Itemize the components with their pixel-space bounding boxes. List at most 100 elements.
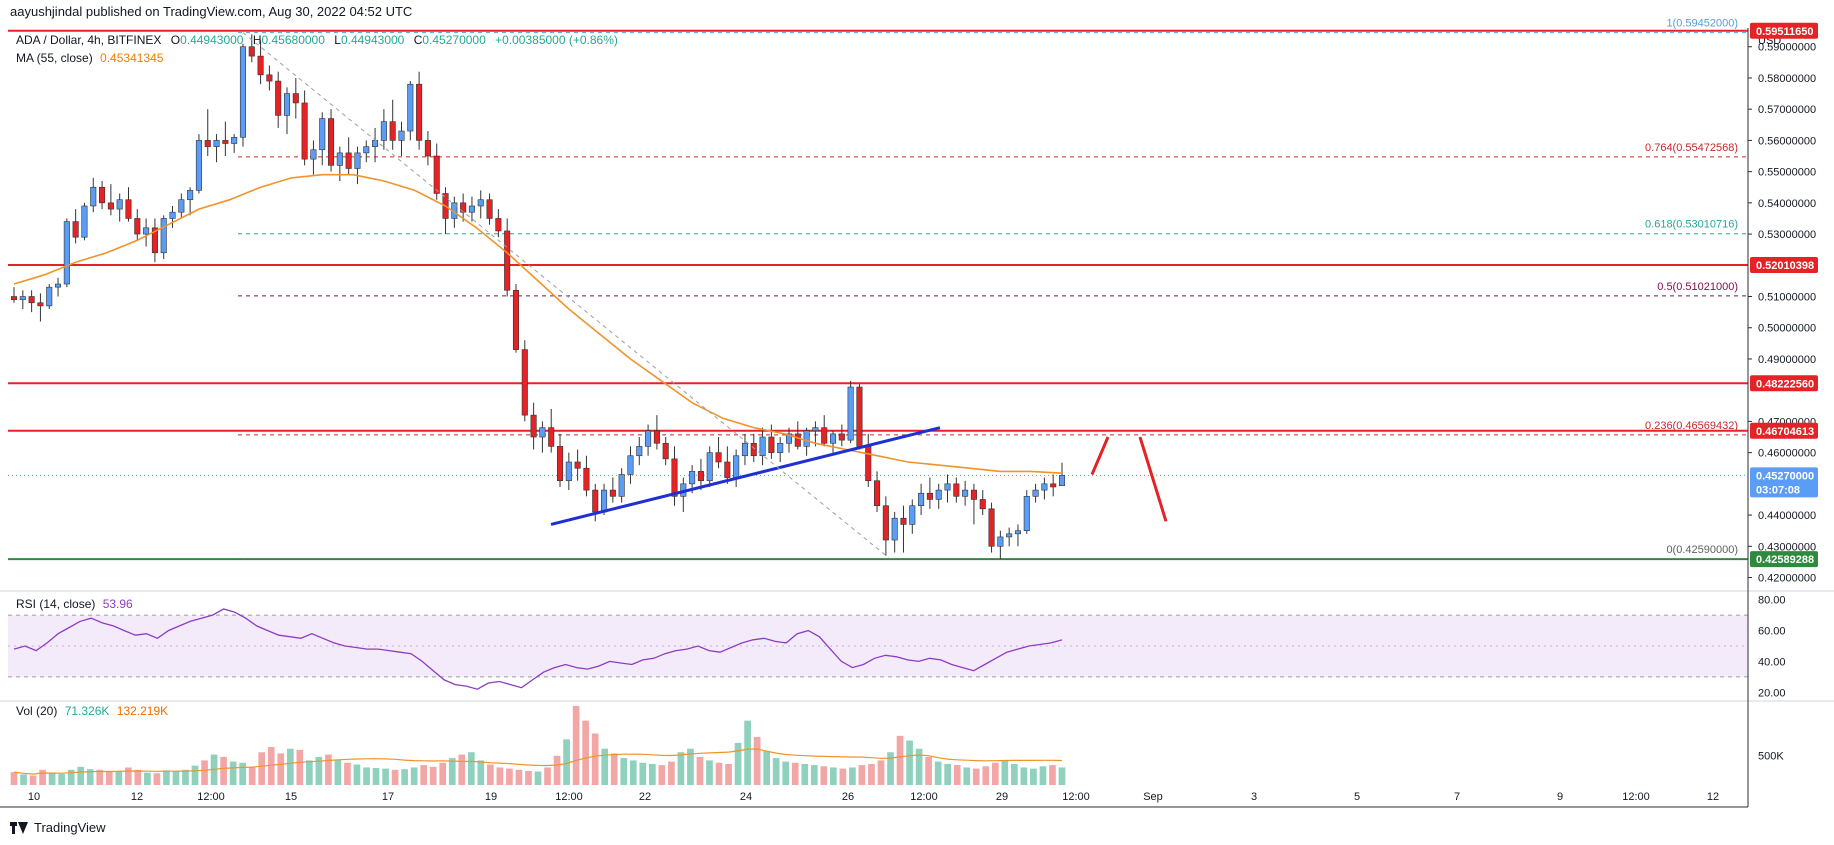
volume-bar (1011, 763, 1018, 785)
candle-body (521, 349, 528, 416)
descending-dashed-line (242, 32, 891, 560)
volume-bar (10, 772, 18, 785)
candle-body (926, 492, 933, 500)
candle-body (19, 296, 26, 300)
rsi-tick-label: 60.00 (1758, 626, 1786, 638)
candle-body (169, 211, 176, 219)
ma-line (13, 173, 1063, 474)
volume-bar (20, 774, 27, 785)
levels-layer: 1(0.59452000) 0.764(0.55472568) 0.618(0.53… (8, 18, 1748, 561)
ohlc-close-label: C (413, 33, 423, 47)
candle-body (213, 140, 220, 147)
x-tick-label: 12:00 (197, 791, 225, 803)
candle-body (715, 452, 722, 463)
tradingview-brand[interactable]: TradingView (10, 820, 106, 835)
candle-body (195, 140, 202, 191)
drawings-layer (242, 32, 1168, 560)
rsi-line (13, 608, 1063, 690)
candle-body (345, 152, 352, 169)
candle-body (354, 152, 361, 169)
candle-body (283, 93, 291, 116)
candle-body (504, 230, 511, 291)
candle-body (380, 121, 387, 141)
volume-bar (801, 763, 809, 785)
volume-bar (830, 767, 837, 785)
volume-bar (782, 761, 790, 785)
ma-legend[interactable]: MA (55, close) 0.45341345 (16, 51, 163, 65)
candle-body (292, 93, 299, 104)
volume-bar (77, 766, 85, 785)
volume-bar (687, 748, 694, 785)
volume-bar (877, 760, 885, 785)
volume-bar (363, 767, 370, 785)
volume-bar (734, 742, 742, 785)
fib-level-label: 0.5(0.51021000) (1657, 281, 1738, 293)
candle-body (574, 461, 581, 469)
volume-bar (906, 740, 913, 785)
candle-body (777, 442, 784, 453)
candle-body (768, 436, 775, 453)
axis-layer: USD0.590000000.580000000.570000000.56000… (0, 22, 1818, 808)
candle-body (363, 146, 370, 154)
candle-body (653, 430, 660, 444)
volume-legend[interactable]: Vol (20) 71.326K 132.219K (16, 704, 168, 718)
ohlc-high-label: H (252, 33, 262, 47)
candle-body (187, 190, 194, 201)
x-tick-label: 17 (382, 791, 394, 803)
symbol-label[interactable]: ADA / Dollar, 4h, BITFINEX (16, 33, 162, 47)
y-tick-label: 0.58000000 (1758, 73, 1816, 85)
volume-bar (849, 767, 856, 785)
ohlc-open-value: 0.44943000 (180, 33, 244, 47)
candle-body (160, 218, 167, 254)
ohlc-close-value: 0.45270000 (422, 33, 486, 47)
volume-bar (610, 753, 618, 785)
volume-bar (515, 769, 523, 785)
volume-bar (420, 765, 428, 785)
candle-body (468, 205, 475, 213)
volume-bar (1058, 767, 1066, 785)
y-tick-label: 0.46000000 (1758, 448, 1816, 460)
volume-bar (382, 768, 389, 785)
ma-label: MA (55, close) (16, 51, 93, 65)
candle-body (592, 489, 599, 513)
volume-bar (506, 768, 513, 785)
volume-ma-line (13, 748, 1063, 775)
candle-body (609, 489, 616, 497)
volume-bar (39, 769, 46, 785)
candle-body (556, 446, 564, 482)
candle-body (953, 483, 960, 497)
volume-bar (124, 767, 132, 785)
candle-body (627, 455, 634, 475)
candle-body (636, 446, 643, 457)
candle-body (372, 140, 379, 147)
volume-bar (105, 771, 113, 785)
candle-body (759, 436, 766, 457)
x-tick-label: Sep (1143, 791, 1163, 803)
candle-body (583, 467, 590, 491)
volume-bar (315, 756, 323, 785)
candle-body (389, 121, 396, 141)
candle-body (204, 140, 211, 147)
volume-bar (487, 764, 494, 785)
volume-bar (725, 763, 732, 785)
candle-body (856, 386, 863, 447)
volume-bar (525, 770, 532, 785)
y-tick-label: 0.51000000 (1758, 292, 1816, 304)
volume-bar (86, 769, 94, 785)
tradingview-logo-icon (10, 821, 28, 834)
candle-body (539, 427, 546, 438)
volume-bar (896, 735, 904, 785)
volume-bar (458, 754, 466, 785)
ohlc-low-label: L (334, 33, 341, 47)
rsi-legend[interactable]: RSI (14, close) 53.96 (16, 597, 133, 611)
candle-body (310, 149, 317, 160)
candle-body (90, 186, 97, 207)
price-scale-tag (1750, 375, 1818, 392)
volume-bar (944, 763, 952, 785)
candle-body (565, 461, 572, 482)
volume-bar (306, 760, 313, 785)
volume-bar (439, 762, 447, 785)
rsi-value: 53.96 (102, 597, 133, 611)
candle-body (724, 461, 731, 478)
